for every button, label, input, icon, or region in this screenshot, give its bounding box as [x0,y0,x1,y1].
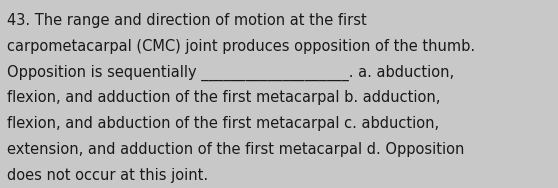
Text: Opposition is sequentially ____________________. a. abduction,: Opposition is sequentially _____________… [7,65,454,81]
Text: does not occur at this joint.: does not occur at this joint. [7,168,208,183]
Text: extension, and adduction of the first metacarpal d. Opposition: extension, and adduction of the first me… [7,142,465,157]
Text: flexion, and abduction of the first metacarpal c. abduction,: flexion, and abduction of the first meta… [7,116,439,131]
Text: flexion, and adduction of the first metacarpal b. adduction,: flexion, and adduction of the first meta… [7,90,441,105]
Text: carpometacarpal (CMC) joint produces opposition of the thumb.: carpometacarpal (CMC) joint produces opp… [7,39,475,54]
Text: 43. The range and direction of motion at the first: 43. The range and direction of motion at… [7,13,367,28]
